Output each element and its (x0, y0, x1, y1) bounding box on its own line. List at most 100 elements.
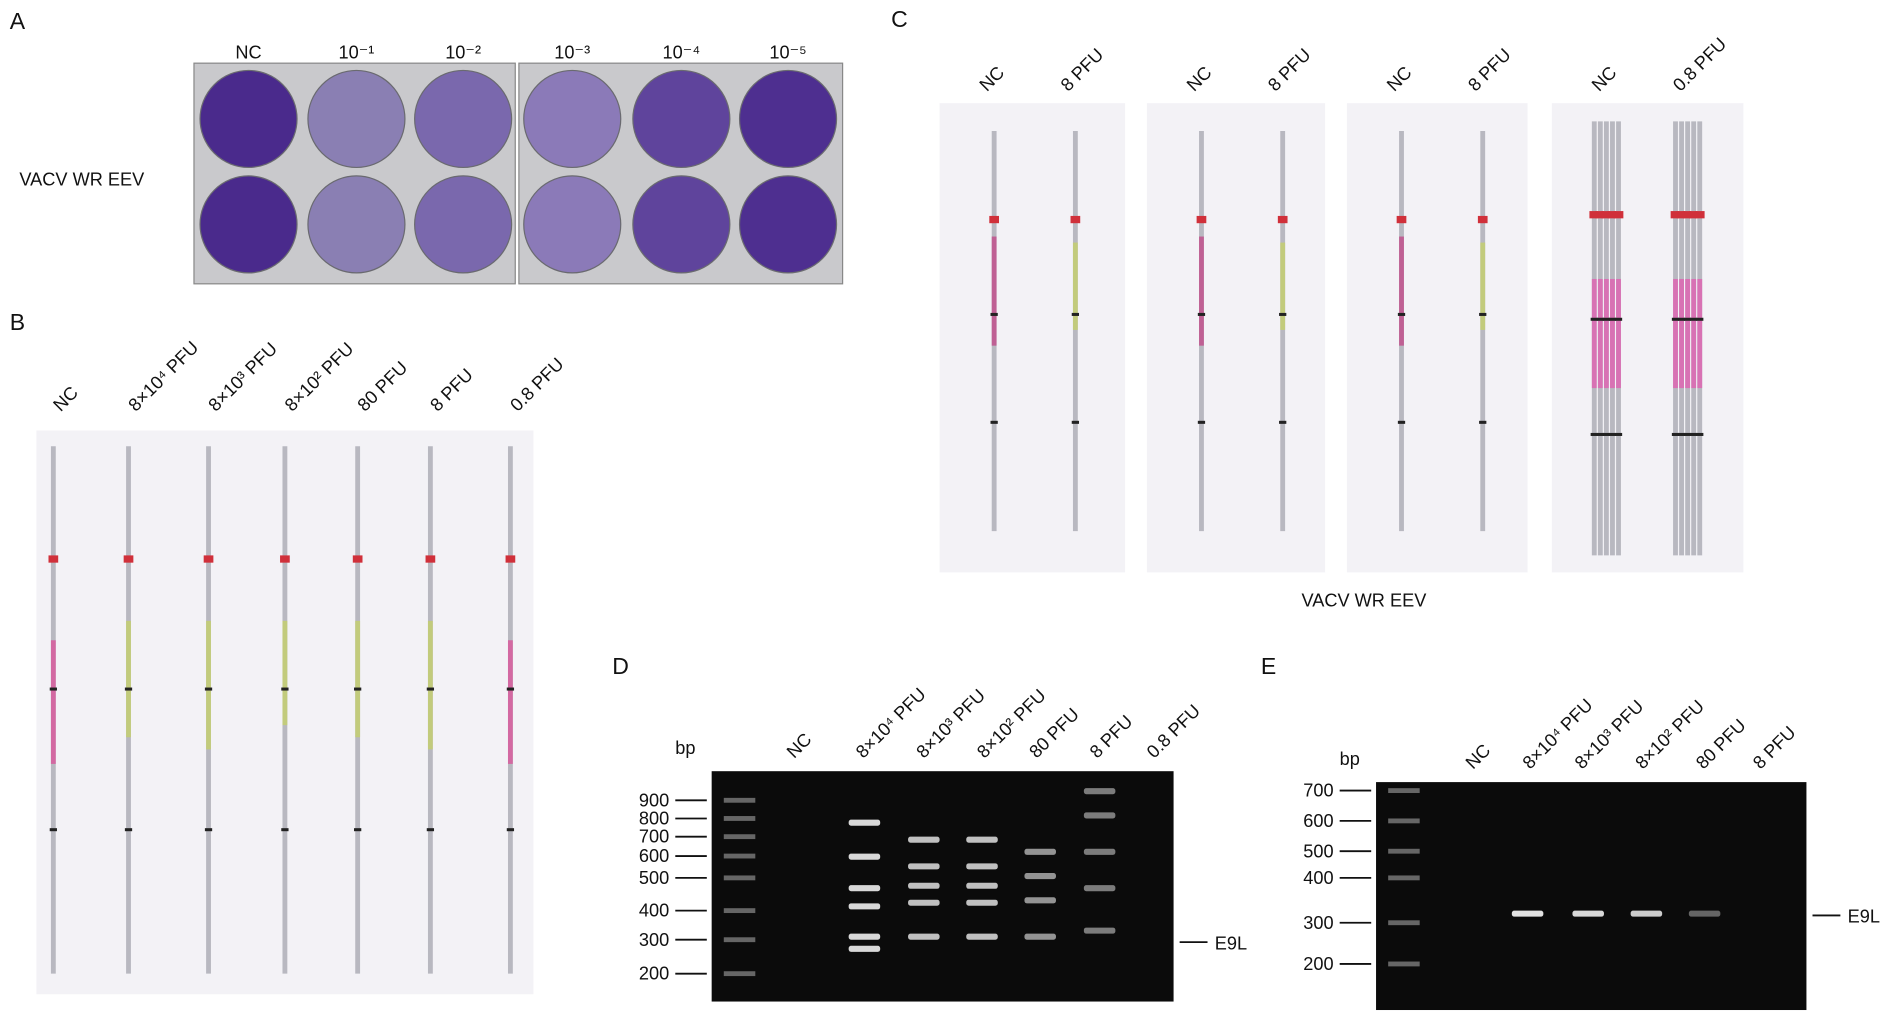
gel-band (966, 863, 998, 870)
column-label: 10⁻³ (554, 42, 590, 62)
gel-band (908, 899, 940, 906)
test-zone (1610, 278, 1615, 389)
strip-cap (280, 555, 290, 563)
column-label: 10⁻⁵ (769, 42, 806, 62)
gel-band (966, 836, 998, 843)
strip-cap (1613, 211, 1624, 219)
gel-band (1511, 910, 1544, 917)
gel-band (1024, 897, 1056, 904)
caption: VACV WR EEV (1301, 590, 1427, 610)
row-label: VACV WR EEV (19, 170, 145, 190)
band-label: E9L (1215, 933, 1247, 953)
test-line (1677, 317, 1686, 321)
test-line (1397, 312, 1406, 316)
marker-label: 900 (639, 790, 669, 810)
ladder-band (723, 971, 756, 977)
strip-cap (123, 555, 134, 563)
strip-cap (1607, 211, 1618, 219)
test-line (1479, 420, 1487, 424)
gel-band (848, 903, 881, 910)
well (632, 175, 731, 274)
test-line (1590, 432, 1598, 436)
well (523, 175, 622, 274)
ladder-band (723, 937, 756, 943)
strip-cap (1196, 215, 1207, 224)
test-zone (1591, 278, 1597, 389)
test-zone (1616, 278, 1621, 389)
test-line (124, 828, 133, 832)
test-zone (427, 620, 433, 750)
gel-band (1024, 933, 1056, 940)
gel-band (1083, 885, 1116, 892)
gel-band (1024, 848, 1056, 855)
test-line (426, 687, 435, 691)
band-label: E9L (1848, 907, 1880, 927)
panel-label: E (1261, 653, 1276, 679)
test-line (1696, 432, 1704, 436)
test-line (1690, 317, 1698, 321)
strip-cap (505, 555, 516, 563)
test-line (1279, 420, 1287, 424)
well (307, 69, 406, 169)
test-zone (50, 640, 56, 764)
test-line (1608, 317, 1617, 321)
well (199, 69, 298, 169)
test-line (990, 420, 998, 424)
gel-band (1083, 788, 1116, 795)
strip-cap (1277, 215, 1288, 224)
test-zone (1691, 278, 1697, 389)
test-line (1614, 432, 1623, 436)
strip-background (1551, 103, 1744, 573)
marker-label: 400 (1303, 868, 1333, 888)
panel-label: D (612, 653, 629, 679)
strip-cap (1477, 215, 1488, 224)
test-zone (507, 640, 513, 764)
strip-cap (1601, 211, 1612, 219)
strip-background (1346, 103, 1528, 573)
gel-band (848, 945, 881, 952)
test-line (426, 828, 435, 832)
test-zone (206, 620, 211, 750)
test-line (1596, 432, 1604, 436)
test-line (990, 312, 998, 316)
test-zone (1399, 236, 1404, 346)
ladder-band (723, 875, 756, 881)
test-line (49, 828, 57, 832)
test-line (506, 828, 515, 832)
panel-label: A (10, 8, 26, 34)
strip-cap (1682, 211, 1693, 219)
strip-cap (425, 555, 436, 563)
test-line (354, 687, 362, 691)
column-label: 10⁻² (445, 42, 481, 62)
test-line (281, 687, 289, 691)
marker-label: 700 (639, 827, 669, 847)
test-zone (1697, 278, 1703, 389)
gel-band (848, 933, 881, 940)
marker-label: 600 (1303, 811, 1333, 831)
test-line (1197, 420, 1206, 424)
ladder-band (1388, 788, 1420, 794)
gel-band (848, 853, 881, 860)
test-line (1602, 317, 1611, 321)
test-line (1071, 420, 1080, 424)
test-line (281, 828, 289, 832)
gel-band (1083, 812, 1116, 819)
test-line (124, 687, 133, 691)
well (414, 175, 513, 274)
test-line (1696, 317, 1704, 321)
test-zone (1072, 242, 1078, 330)
test-zone (126, 620, 131, 738)
column-label: 10⁻¹ (339, 42, 375, 62)
gel-band (1572, 910, 1604, 917)
strip-cap (1595, 211, 1606, 219)
marker-label: 800 (639, 809, 669, 829)
well (523, 69, 622, 169)
ladder-band (723, 816, 756, 821)
test-zone (991, 236, 997, 346)
test-zone (282, 620, 288, 726)
panel-label: C (891, 6, 908, 32)
test-line (354, 828, 362, 832)
gel-band (848, 885, 881, 892)
test-line (1071, 312, 1080, 316)
